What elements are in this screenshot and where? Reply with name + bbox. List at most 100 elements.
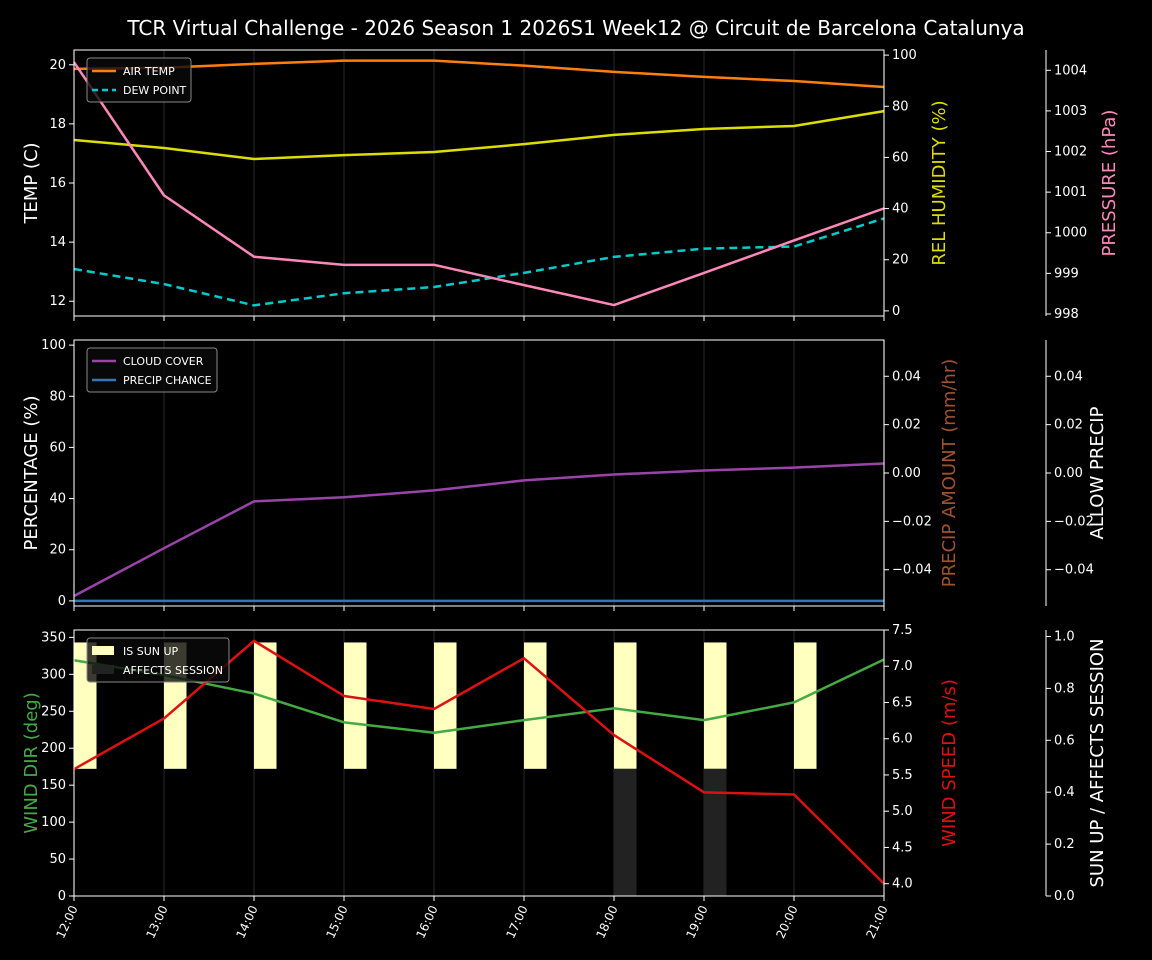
y-tick-label: 0.04	[1054, 369, 1083, 384]
y-tick-label: 50	[49, 852, 66, 867]
axis-label-right2: ALLOW PRECIP	[1087, 406, 1108, 539]
legend	[86, 637, 230, 683]
y-tick-label: 0	[58, 889, 66, 904]
y-tick-label: 999	[1054, 266, 1079, 281]
chart-title: TCR Virtual Challenge - 2026 Season 1 20…	[126, 16, 1024, 40]
y-tick-label: 1001	[1054, 185, 1087, 200]
bar-is-sun-up	[344, 642, 367, 769]
legend-swatch	[92, 646, 114, 655]
y-tick-label: 150	[41, 778, 66, 793]
legend-label: IS SUN UP	[123, 645, 179, 658]
y-tick-label: 0.00	[1054, 466, 1083, 481]
bar-is-sun-up	[704, 642, 727, 769]
legend	[86, 347, 218, 393]
y-tick-label: 5.5	[892, 768, 913, 783]
legend-swatch	[92, 665, 114, 674]
legend-label: CLOUD COVER	[123, 355, 204, 368]
x-tick-label: 15:00	[323, 903, 350, 940]
y-tick-label: −0.04	[892, 563, 932, 578]
legend-label: AFFECTS SESSION	[123, 664, 223, 677]
axis-label-right2: SUN UP / AFFECTS SESSION	[1087, 638, 1108, 887]
y-tick-label: 100	[41, 815, 66, 830]
series-air-temp	[73, 59, 885, 89]
x-tick-label: 18:00	[593, 903, 620, 940]
y-tick-label: 40	[49, 492, 66, 507]
y-tick-label: −0.02	[892, 514, 932, 529]
y-tick-label: 6.0	[892, 732, 913, 747]
axis-label-right1: WIND SPEED (m/s)	[939, 679, 960, 847]
y-tick-label: 200	[41, 741, 66, 756]
series-pressure	[72, 61, 885, 307]
y-tick-label: 14	[49, 235, 66, 250]
bar-affects-session	[614, 768, 637, 896]
bar-is-sun-up	[794, 642, 817, 769]
y-tick-label: 4.5	[892, 840, 913, 855]
x-tick-label: 12:00	[53, 903, 80, 940]
bar-is-sun-up	[434, 642, 457, 769]
y-tick-label: 60	[892, 150, 909, 165]
bar-affects-session	[704, 768, 727, 896]
y-tick-label: 7.0	[892, 659, 913, 674]
y-tick-label: 20	[49, 58, 66, 73]
x-tick-label: 16:00	[413, 903, 440, 940]
y-tick-label: 80	[49, 389, 66, 404]
x-tick-label: 17:00	[503, 903, 530, 940]
y-tick-label: 0.02	[1054, 418, 1083, 433]
y-tick-label: 1.0	[1054, 629, 1075, 644]
panel-wind	[69, 629, 1051, 901]
y-tick-label: 350	[41, 630, 66, 645]
y-tick-label: 40	[892, 202, 909, 217]
y-tick-label: 18	[49, 117, 66, 132]
y-tick-label: 0.8	[1054, 681, 1075, 696]
panel-precip	[69, 339, 1051, 611]
y-tick-label: 1002	[1054, 145, 1087, 160]
axis-label-right2: PRESSURE (hPa)	[1099, 110, 1120, 257]
y-tick-label: 0.6	[1054, 733, 1075, 748]
y-tick-label: 1004	[1054, 63, 1087, 78]
legend-label: PRECIP CHANCE	[123, 374, 212, 387]
legend-label: DEW POINT	[123, 84, 187, 97]
x-tick-label: 13:00	[143, 903, 170, 940]
x-tick-label: 19:00	[683, 903, 710, 940]
y-tick-label: 0.4	[1054, 785, 1075, 800]
y-tick-label: −0.04	[1054, 563, 1094, 578]
y-tick-label: 20	[892, 253, 909, 268]
series-wind-dir	[73, 658, 885, 734]
y-tick-label: 0	[892, 304, 900, 319]
y-tick-label: −0.02	[1054, 514, 1094, 529]
y-tick-label: 998	[1054, 307, 1079, 322]
bar-is-sun-up	[614, 642, 637, 769]
y-tick-label: 100	[41, 338, 66, 353]
y-tick-label: 1000	[1054, 226, 1087, 241]
y-tick-label: 7.5	[892, 623, 913, 638]
x-tick-label: 20:00	[773, 903, 800, 940]
y-tick-label: 20	[49, 543, 66, 558]
x-tick-label: 21:00	[863, 903, 890, 940]
series-cloud-cover	[73, 462, 885, 598]
axis-label-left: PERCENTAGE (%)	[21, 395, 42, 550]
y-tick-label: 4.0	[892, 877, 913, 892]
y-tick-label: 16	[49, 176, 66, 191]
axis-label-left: WIND DIR (deg)	[21, 692, 42, 834]
legend-box	[86, 637, 230, 683]
bar-is-sun-up	[254, 642, 277, 769]
axis-label-right1: PRECIP AMOUNT (mm/hr)	[939, 359, 960, 588]
y-tick-label: 80	[892, 99, 909, 114]
y-tick-label: 0.2	[1054, 837, 1075, 852]
y-tick-label: 12	[49, 294, 66, 309]
y-tick-label: 60	[49, 440, 66, 455]
y-tick-label: 0.00	[892, 466, 921, 481]
series-dew-point	[73, 217, 885, 307]
legend-box	[86, 347, 218, 393]
y-tick-label: 0.0	[1054, 889, 1075, 904]
y-tick-label: 6.5	[892, 695, 913, 710]
plot-frame	[73, 629, 885, 897]
y-tick-label: 0.04	[892, 369, 921, 384]
y-tick-label: 5.0	[892, 804, 913, 819]
y-tick-label: 0.02	[892, 418, 921, 433]
x-tick-label: 14:00	[233, 903, 260, 940]
legend-label: AIR TEMP	[123, 65, 175, 78]
y-tick-label: 250	[41, 704, 66, 719]
axis-label-left: TEMP (C)	[21, 142, 42, 224]
